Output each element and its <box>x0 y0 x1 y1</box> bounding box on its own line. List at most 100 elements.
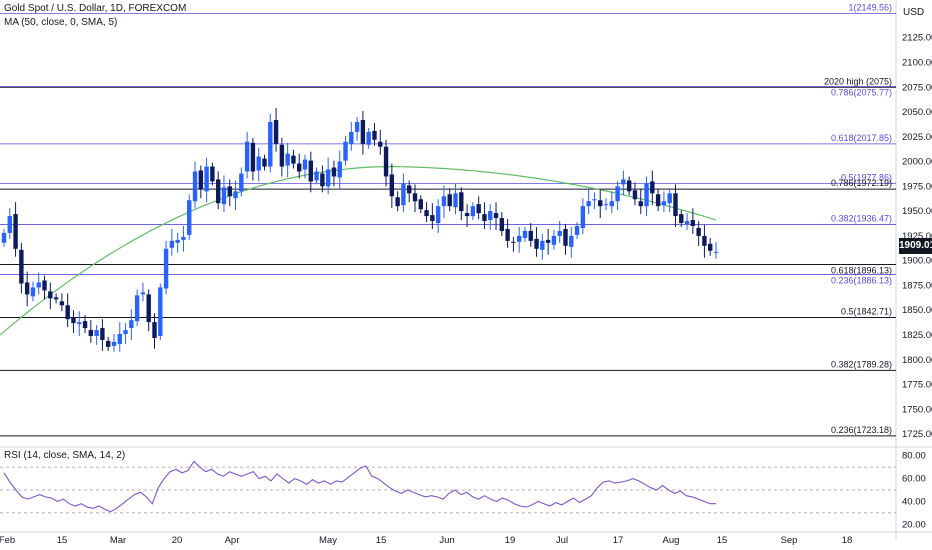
axes: 1725.00 1750.00 1775.00 1800.00 1825.00 1850.… <box>0 33 932 546</box>
price-tick-label: 1800.00 <box>902 355 932 366</box>
level-label: 0.618(1896.13) <box>831 266 892 276</box>
candle-body <box>615 186 620 202</box>
currency-label[interactable]: USD <box>903 7 925 18</box>
candle-body <box>302 159 308 170</box>
price-tick-label: 2000.00 <box>902 157 932 168</box>
candle-body <box>690 220 696 226</box>
candle-body <box>152 322 157 338</box>
candle-body <box>360 119 366 144</box>
candle-body <box>667 193 672 204</box>
level-label: 0.382(1789.28) <box>831 359 892 369</box>
price-tick-label: 1925.00 <box>902 231 932 242</box>
candle-body <box>673 193 678 217</box>
level-label: 0.382(1936.47) <box>831 214 892 224</box>
candle-body <box>204 166 209 192</box>
candle-body <box>499 218 505 231</box>
candle-body <box>424 210 429 217</box>
rsi-tick-label: 60.00 <box>902 474 926 485</box>
candle-body <box>146 294 151 323</box>
candle-body <box>372 130 377 140</box>
candle-body <box>285 153 290 166</box>
price-tick-label: 1900.00 <box>902 256 932 267</box>
price-tick-label: 2100.00 <box>902 58 932 69</box>
price-tick-label: 2025.00 <box>902 132 932 143</box>
candle-body <box>244 141 250 172</box>
candle-body <box>534 238 539 249</box>
candle-body <box>314 171 319 181</box>
last-price-tag: 1909.01 <box>899 238 932 254</box>
level-label: 0.786(1972.19) <box>831 178 892 188</box>
candle-body <box>175 239 180 243</box>
candle-body <box>59 301 65 306</box>
candle-body <box>140 292 146 295</box>
candle-body <box>94 330 99 336</box>
candles <box>1 108 719 352</box>
candle-body <box>36 282 41 288</box>
candle-body <box>366 131 371 145</box>
candle-body <box>215 179 221 204</box>
candle-body <box>464 213 470 217</box>
rsi-tick-label: 20.00 <box>902 519 926 530</box>
candle-body <box>268 121 273 167</box>
level-label: 0.236(1886.13) <box>831 275 892 285</box>
candle-body <box>708 243 713 251</box>
price-tick-label: 1875.00 <box>902 280 932 291</box>
candle-body <box>580 206 586 228</box>
candle-body <box>383 146 389 177</box>
candle-body <box>453 193 458 208</box>
candle-body <box>493 213 499 219</box>
candle-body <box>42 280 47 291</box>
level-label: 0.236(1723.18) <box>831 425 892 435</box>
candle-body <box>100 328 105 340</box>
candle-body <box>233 191 238 199</box>
candle-body <box>684 221 690 225</box>
moving-average <box>0 165 717 336</box>
level-label: 0.5(1842.71) <box>841 306 892 316</box>
candle-body <box>53 297 59 300</box>
price-tick-label: 2075.00 <box>902 82 932 93</box>
time-tick-label: 20 <box>172 535 183 546</box>
time-tick-label: Aug <box>663 535 680 546</box>
price-tick-label: 1725.00 <box>902 429 932 440</box>
time-tick-label: Feb <box>0 535 15 546</box>
time-tick-label: Apr <box>225 535 240 546</box>
level-label: 2020 high (2075) <box>824 76 892 86</box>
candle-body <box>291 155 296 164</box>
candle-body <box>19 249 24 284</box>
candle-body <box>105 340 111 347</box>
candle-body <box>1 232 7 243</box>
candle-body <box>609 201 615 207</box>
candle-body <box>621 179 626 185</box>
candle-body <box>88 330 94 336</box>
time-tick-label: 15 <box>717 535 728 546</box>
ma-indicator-label[interactable]: MA (50, close, 0, SMA, 5) <box>4 17 118 28</box>
rsi-indicator-label[interactable]: RSI (14, close, SMA, 14, 2) <box>4 450 126 461</box>
candle-body <box>273 119 279 144</box>
level-label: 0.786(2075.77) <box>831 88 892 98</box>
price-tick-label: 1775.00 <box>902 380 932 391</box>
candle-body <box>395 197 400 207</box>
candle-body <box>650 181 655 194</box>
chart-title: Gold Spot / U.S. Dollar, 1D, FOREXCOM <box>4 3 187 14</box>
candle-body <box>505 228 510 241</box>
time-tick-label: 19 <box>505 535 516 546</box>
candle-body <box>24 282 30 295</box>
price-tick-label: 1825.00 <box>902 330 932 341</box>
candle-body <box>563 228 568 246</box>
candle-body <box>227 186 232 197</box>
rsi-tick-label: 40.00 <box>902 496 926 507</box>
candle-body <box>343 141 348 161</box>
candle-body <box>134 295 140 322</box>
candle-body <box>7 216 12 233</box>
candle-body <box>297 163 302 172</box>
candle-body <box>77 322 82 325</box>
candle-body <box>476 204 481 214</box>
candle-body <box>325 169 331 187</box>
candle-body <box>308 160 313 182</box>
candle-body <box>418 199 423 210</box>
candle-body <box>349 131 354 144</box>
candle-body <box>638 201 643 207</box>
candle-body <box>516 235 522 242</box>
